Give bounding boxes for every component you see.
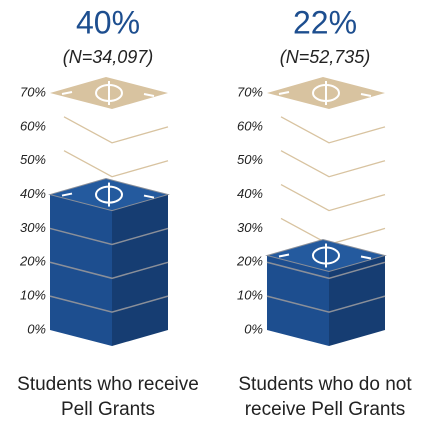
y-tick-label: 20% xyxy=(19,254,46,269)
bill-mark xyxy=(278,91,290,95)
bill-mark xyxy=(61,192,73,197)
value-label: 22% xyxy=(293,4,357,40)
y-tick-label: 50% xyxy=(20,152,46,167)
bill-mark xyxy=(360,255,372,260)
y-tick-label: 40% xyxy=(20,186,46,201)
ghost-line xyxy=(63,116,169,144)
category-label: Students who do not receive Pell Grants xyxy=(238,374,412,420)
y-tick-label: 0% xyxy=(27,321,46,336)
bill-mark xyxy=(143,93,155,97)
bill-separator xyxy=(266,295,386,313)
y-tick-label: 10% xyxy=(237,288,263,303)
value-label: 40% xyxy=(76,4,140,40)
bill-mark xyxy=(143,194,155,199)
bill-separator xyxy=(49,227,169,246)
y-tick-label: 70% xyxy=(237,84,263,99)
y-tick-label: 60% xyxy=(20,118,46,133)
annotation: (N=52,735) xyxy=(280,47,371,67)
y-tick-label: 50% xyxy=(237,152,263,167)
y-tick-label: 30% xyxy=(237,220,263,235)
y-tick-label: 60% xyxy=(237,118,263,133)
annotation: (N=34,097) xyxy=(63,47,154,67)
ghost-line xyxy=(280,183,386,212)
ghost-line xyxy=(280,150,386,178)
bill-mark xyxy=(278,253,290,258)
y-tick-label: 20% xyxy=(236,254,263,269)
y-tick-label: 40% xyxy=(237,186,263,201)
stack-front xyxy=(267,255,329,346)
y-tick-label: 30% xyxy=(20,220,46,235)
y-tick-label: 0% xyxy=(244,321,263,336)
bill-separator xyxy=(49,295,169,313)
stack-side xyxy=(329,255,385,346)
y-tick-label: 10% xyxy=(20,288,46,303)
bill-separator xyxy=(49,261,169,280)
bill-mark xyxy=(61,91,73,95)
y-tick-label: 70% xyxy=(20,84,46,99)
category-label: Students who receive Pell Grants xyxy=(17,374,199,420)
bill-mark xyxy=(360,93,372,97)
ghost-line xyxy=(63,150,169,178)
ghost-line xyxy=(280,116,386,144)
bill-separator xyxy=(266,261,386,280)
ghost-line xyxy=(280,217,386,246)
